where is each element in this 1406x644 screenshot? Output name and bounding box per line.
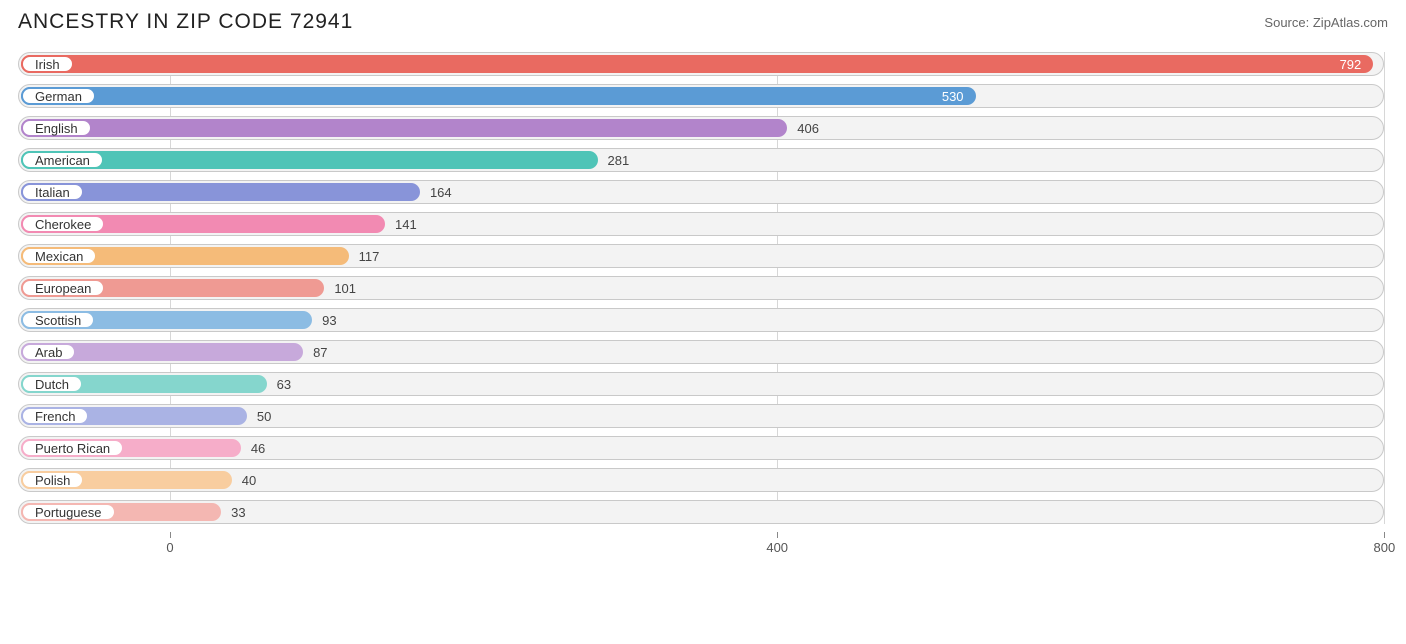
bar-label: French <box>21 407 89 425</box>
bar-label: European <box>21 279 105 297</box>
bar-value: 101 <box>334 277 356 299</box>
bar-label: Scottish <box>21 311 95 329</box>
bar-value: 40 <box>242 469 256 491</box>
bar-value: 141 <box>395 213 417 235</box>
bar-row: Dutch 63 <box>18 372 1384 396</box>
bar-label: American <box>21 151 104 169</box>
bar-value: 93 <box>322 309 336 331</box>
bar-label: Irish <box>21 55 74 73</box>
axis-tick <box>170 532 171 538</box>
bar-label: Arab <box>21 343 76 361</box>
bar-row: German 530 <box>18 84 1384 108</box>
bar-row: Portuguese 33 <box>18 500 1384 524</box>
bar-row: Arab 87 <box>18 340 1384 364</box>
bar-row: Scottish 93 <box>18 308 1384 332</box>
bar-value: 63 <box>277 373 291 395</box>
axis-tick <box>1384 532 1385 538</box>
bar-value: 792 <box>1340 53 1362 75</box>
bar-fill <box>21 119 787 137</box>
bar-row: Mexican 117 <box>18 244 1384 268</box>
header: ANCESTRY IN ZIP CODE 72941 Source: ZipAt… <box>18 10 1388 34</box>
bar-label: Portuguese <box>21 503 116 521</box>
bar-value: 406 <box>797 117 819 139</box>
chart-container: ANCESTRY IN ZIP CODE 72941 Source: ZipAt… <box>0 0 1406 570</box>
gridline <box>1384 52 1385 524</box>
bar-label: Italian <box>21 183 84 201</box>
bar-row: Irish 792 <box>18 52 1384 76</box>
chart-title: ANCESTRY IN ZIP CODE 72941 <box>18 10 353 34</box>
bar-row: Polish 40 <box>18 468 1384 492</box>
bar-fill <box>21 87 976 105</box>
axis-label: 400 <box>766 540 788 555</box>
bar-value: 117 <box>359 245 380 267</box>
bar-value: 50 <box>257 405 271 427</box>
bar-row: English 406 <box>18 116 1384 140</box>
axis-tick <box>777 532 778 538</box>
bar-label: Dutch <box>21 375 83 393</box>
axis-label: 0 <box>166 540 173 555</box>
axis-label: 800 <box>1374 540 1396 555</box>
source-label: Source: <box>1264 15 1309 30</box>
bar-fill <box>21 151 598 169</box>
bar-row: Italian 164 <box>18 180 1384 204</box>
bar-row: Puerto Rican 46 <box>18 436 1384 460</box>
bar-value: 281 <box>608 149 630 171</box>
bar-label: English <box>21 119 92 137</box>
bar-label: Cherokee <box>21 215 105 233</box>
bar-value: 87 <box>313 341 327 363</box>
bar-value: 530 <box>942 85 964 107</box>
bar-row: French 50 <box>18 404 1384 428</box>
bar-row: European 101 <box>18 276 1384 300</box>
source-name: ZipAtlas.com <box>1313 15 1388 30</box>
bar-row: American 281 <box>18 148 1384 172</box>
bar-label: Polish <box>21 471 84 489</box>
bar-label: Mexican <box>21 247 97 265</box>
source-attribution: Source: ZipAtlas.com <box>1264 15 1388 30</box>
bar-fill <box>21 55 1373 73</box>
x-axis: 0400800 <box>18 532 1388 560</box>
bar-label: Puerto Rican <box>21 439 124 457</box>
chart-plot-area: Irish 792 German 530 English 406 American 281 It… <box>18 52 1388 524</box>
bar-value: 33 <box>231 501 245 523</box>
bar-value: 164 <box>430 181 452 203</box>
bar-label: German <box>21 87 96 105</box>
bar-row: Cherokee 141 <box>18 212 1384 236</box>
bar-value: 46 <box>251 437 265 459</box>
